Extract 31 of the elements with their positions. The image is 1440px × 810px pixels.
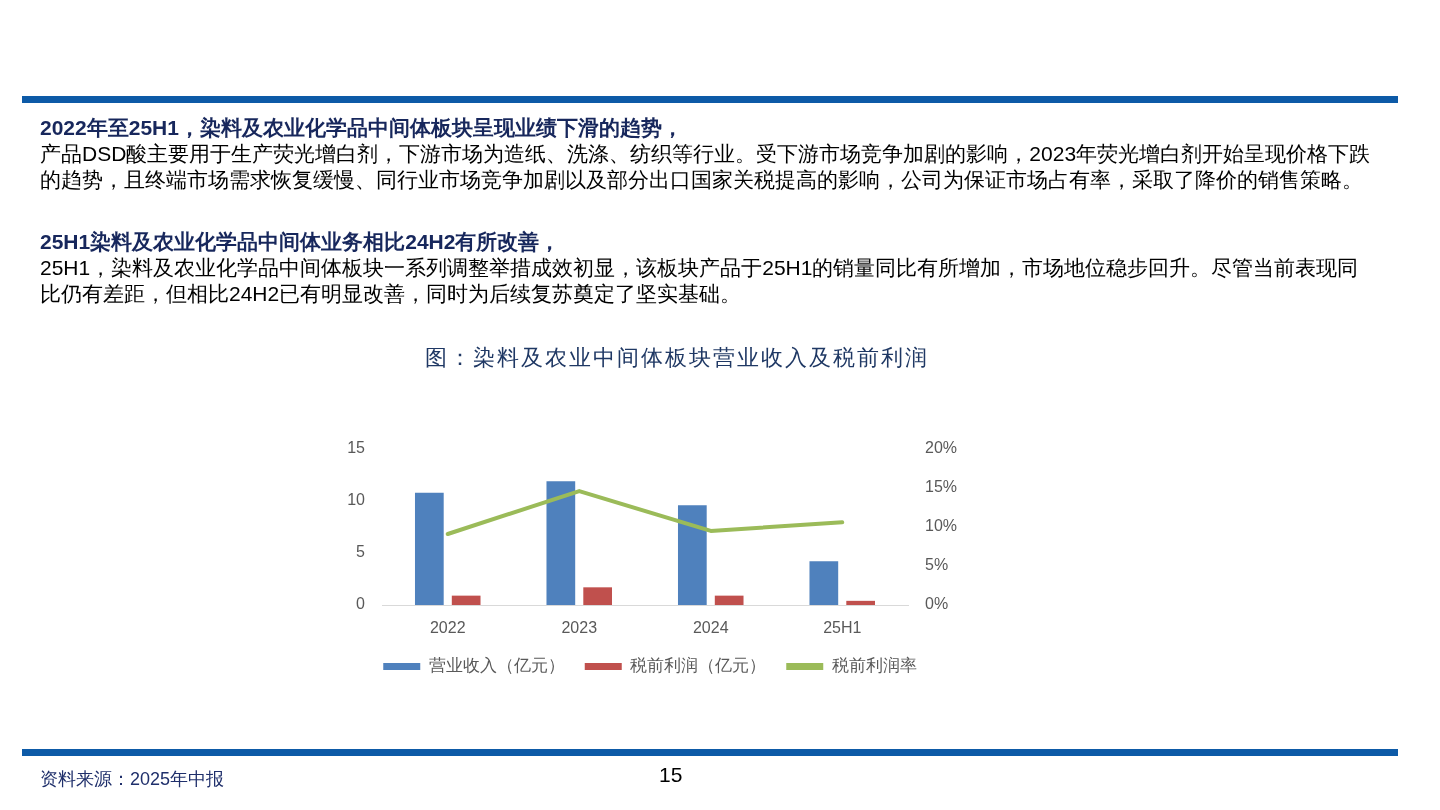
y-tick-label: 0: [356, 595, 366, 613]
bar: [451, 595, 481, 605]
text: 2022年至25H1，染料及农业化学品中间体板块呈现业绩下滑的趋势，: [40, 115, 683, 141]
text: 25H1染料及农业化学品中间体业务相比24H2有所改善，: [40, 229, 561, 255]
bar: [714, 595, 744, 605]
text: 25H1，染料及农业化学品中间体板块一系列调整举措成效初显，该板块产品于25H1的销量同比有所增加，市场地位稳步回升。尽管当前表现同比仍有差距，但相比24H2已有明显改善，同时为后续复苏奠定了坚实基础。: [40, 255, 1360, 307]
y2-tick-label: 10%: [925, 517, 958, 535]
legend-label: 税前利润率: [831, 656, 917, 676]
bar: [414, 492, 444, 605]
chart-title: 图：染料及农业中间体板块营业收入及税前利润: [424, 344, 930, 372]
bar: [809, 561, 839, 605]
y2-tick-label: 0%: [925, 595, 949, 613]
y-tick-label: 15: [347, 439, 366, 457]
legend-label: 税前利润（亿元）: [630, 656, 767, 676]
x-tick-label: 2024: [692, 619, 729, 637]
x-tick-label: 25H1: [823, 619, 862, 637]
bar: [846, 600, 876, 605]
x-tick-label: 2022: [429, 619, 466, 637]
bar: [546, 481, 576, 605]
bar: [677, 505, 707, 605]
legend-label: 营业收入（亿元）: [428, 656, 565, 676]
bar: [583, 587, 613, 605]
text: 资料来源：2025年中报: [40, 768, 225, 791]
text: 产品DSD酸主要用于生产荧光增白剂，下游市场为造纸、洗涤、纺织等行业。受下游市场竞争加剧的影响，2023年荧光增白剂开始呈现价格下跌的趋势，且终端市场需求恢复缓慢、同行业市场竞争加剧以及部分出口国家关税提高的影响，公司为保证市场占有率，采取了降价的销售策略。: [40, 141, 1372, 193]
x-tick-label: 2023: [561, 619, 598, 637]
y-tick-label: 10: [347, 491, 366, 509]
y2-tick-label: 5%: [925, 556, 949, 574]
y2-tick-label: 20%: [925, 439, 958, 457]
text: 15: [659, 762, 683, 788]
y-tick-label: 5: [356, 543, 366, 561]
y2-tick-label: 15%: [925, 478, 958, 496]
